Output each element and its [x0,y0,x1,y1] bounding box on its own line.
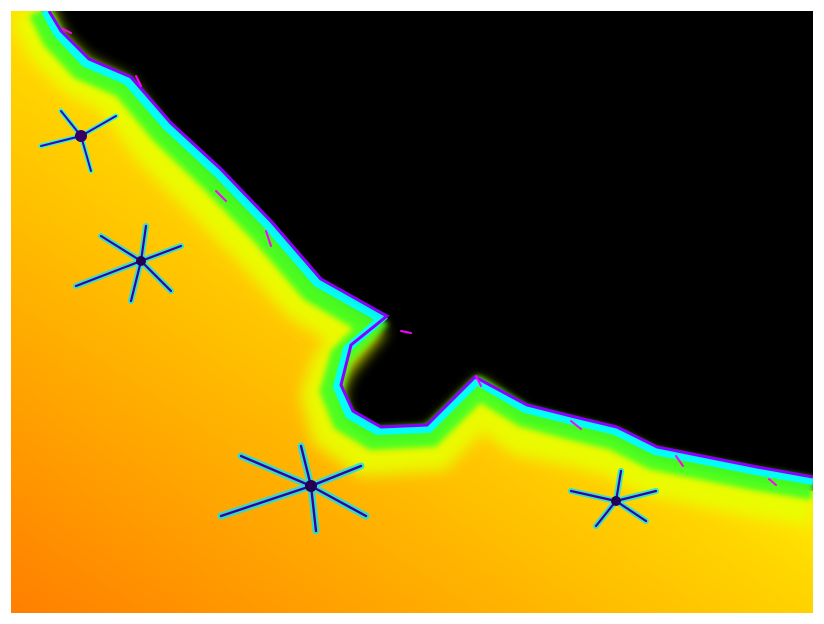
fractal-image [11,11,813,613]
halo-band [12,11,813,526]
dendrites [38,28,777,535]
fractal-render [11,11,813,613]
boundary-spikes [62,28,777,486]
dendrite-cluster-3 [217,442,370,535]
dendrite-cluster-2 [73,223,184,304]
green-band [29,11,813,500]
dendrite-cluster-4 [568,468,659,529]
cyan-edge [41,11,813,485]
dendrite-cluster-1 [38,108,119,174]
filament-edge [47,11,813,479]
